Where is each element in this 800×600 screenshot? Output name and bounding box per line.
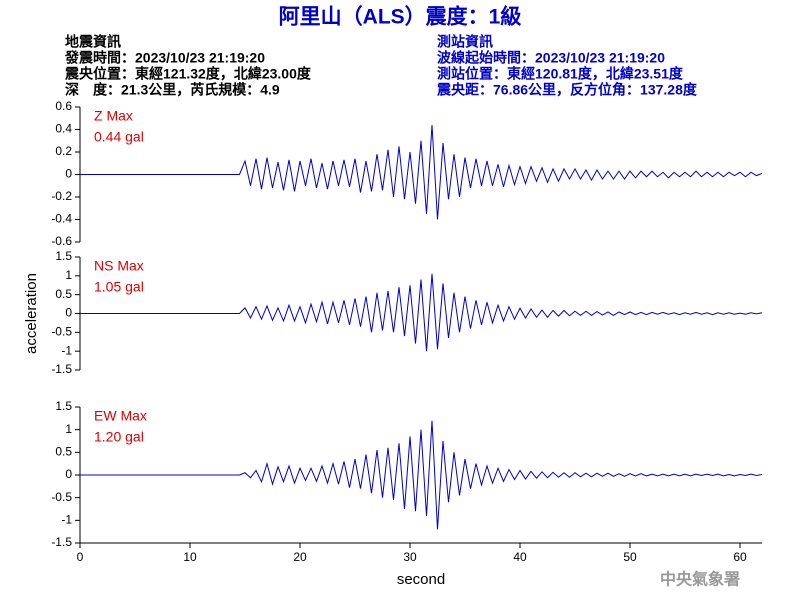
y-tick-label: 0.5 [55, 287, 72, 301]
waveform [80, 420, 763, 530]
event-info: 震央位置：東經121.32度，北緯23.00度 [64, 66, 312, 82]
y-tick-label: -0.4 [51, 212, 72, 226]
y-tick-label: -1.5 [51, 535, 72, 549]
chart-title: 阿里山（ALS）震度：1級 [279, 5, 522, 29]
max-annotation: EW Max [94, 408, 147, 424]
x-tick-label: 30 [403, 550, 417, 564]
event-info: 發震時間：2023/10/23 21:19:20 [64, 50, 265, 66]
y-tick-label: -1 [61, 513, 72, 527]
event-info: 地震資訊 [65, 34, 121, 50]
station-info: 波線起始時間：2023/10/23 21:19:20 [437, 50, 665, 66]
event-info: 深 度：21.3公里，芮氏規模：4.9 [65, 82, 280, 98]
y-tick-label: 1 [65, 422, 72, 436]
station-info: 震央距：76.86公里，反方位角：137.28度 [436, 82, 698, 98]
max-annotation: 0.44 gal [94, 129, 144, 145]
y-tick-label: 0 [65, 306, 72, 320]
x-tick-label: 40 [513, 550, 527, 564]
y-tick-label: 1.5 [55, 249, 72, 263]
x-tick-label: 50 [623, 550, 637, 564]
x-tick-label: 0 [77, 550, 84, 564]
y-tick-label: -0.5 [51, 490, 72, 504]
footer: 中央氣象署 [660, 570, 740, 589]
y-tick-label: 1.5 [55, 399, 72, 413]
max-annotation: NS Max [94, 258, 144, 274]
y-tick-label: -1.5 [51, 362, 72, 376]
y-tick-label: 0.4 [55, 122, 72, 136]
x-tick-label: 10 [183, 550, 197, 564]
x-tick-label: 20 [293, 550, 307, 564]
y-tick-label: 0.5 [55, 445, 72, 459]
max-annotation: Z Max [94, 108, 133, 124]
station-info: 測站位置：東經120.81度，北緯23.51度 [437, 66, 684, 82]
x-axis-label: second [397, 571, 445, 588]
waveform [80, 124, 763, 220]
max-annotation: 1.20 gal [94, 429, 144, 445]
y-tick-label: -0.2 [51, 189, 72, 203]
y-tick-label: 0 [65, 167, 72, 181]
station-info: 測站資訊 [437, 34, 493, 50]
y-axis-label: acceleration [23, 273, 40, 354]
max-annotation: 1.05 gal [94, 279, 144, 295]
y-tick-label: -1 [61, 343, 72, 357]
y-tick-label: 0 [65, 467, 72, 481]
x-tick-label: 60 [733, 550, 747, 564]
y-tick-label: 0.6 [55, 99, 72, 113]
y-tick-label: -0.6 [51, 234, 72, 248]
y-tick-label: 0.2 [55, 144, 72, 158]
y-tick-label: 1 [65, 268, 72, 282]
waveform [80, 273, 763, 352]
y-tick-label: -0.5 [51, 325, 72, 339]
